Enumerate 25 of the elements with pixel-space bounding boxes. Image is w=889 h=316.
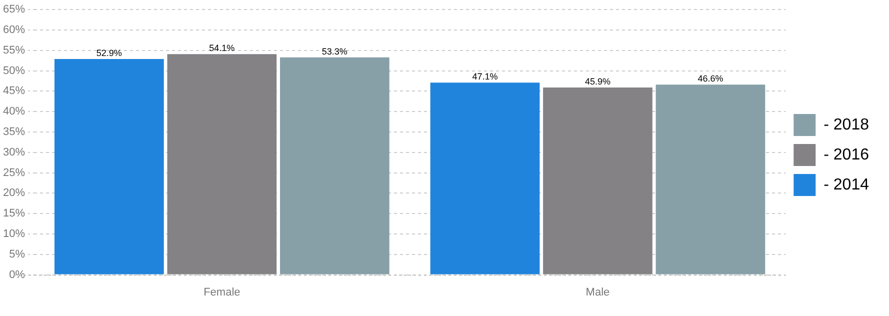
y-tick-label: 0% <box>9 268 26 281</box>
y-tick-label: 10% <box>2 228 26 240</box>
text: 47.1% <box>472 72 498 82</box>
legend-label: - 2018 <box>824 116 870 134</box>
y-tick-label: 20% <box>2 187 26 200</box>
y-tick-label: 60% <box>2 24 26 36</box>
text: 52.9% <box>96 48 122 58</box>
text: 53.3% <box>322 46 348 56</box>
x-tick-label: Female <box>204 286 240 298</box>
y-tick-label: 45% <box>2 85 26 98</box>
text: 45.9% <box>584 76 610 87</box>
y-tick-label: 40% <box>2 106 26 118</box>
y-tick-label: 15% <box>2 208 26 220</box>
y-tick-label: 65% <box>2 4 26 16</box>
y-tick-label: 35% <box>2 126 26 138</box>
y-tick-label: 30% <box>2 146 26 158</box>
x-tick-label: Male <box>586 286 610 298</box>
legend-label: - 2016 <box>824 146 870 164</box>
y-tick-label: 55% <box>2 44 26 56</box>
legend-label: - 2014 <box>824 176 870 194</box>
y-tick-label: 25% <box>2 166 26 179</box>
y-tick-label: 50% <box>2 64 26 77</box>
y-tick-label: 5% <box>9 248 26 260</box>
text: 46.6% <box>698 74 724 84</box>
text: 54.1% <box>209 43 235 54</box>
